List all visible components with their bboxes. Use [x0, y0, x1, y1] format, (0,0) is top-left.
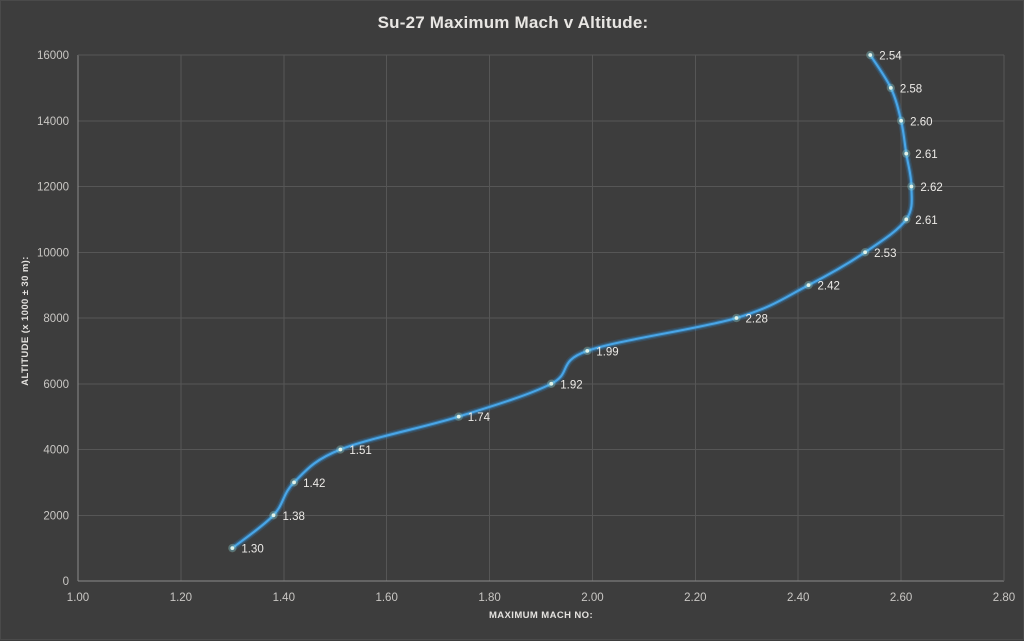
data-point-marker — [734, 316, 739, 320]
data-point-label: 2.58 — [900, 83, 922, 95]
x-tick-label: 1.80 — [478, 592, 500, 604]
data-point-marker — [230, 546, 235, 551]
y-tick-label: 10000 — [37, 247, 69, 259]
axis-lines — [77, 54, 1005, 582]
y-tick-label: 8000 — [43, 313, 69, 325]
data-point-marker — [904, 151, 909, 156]
data-point-label: 2.53 — [874, 248, 896, 260]
y-tick-label: 4000 — [43, 445, 69, 457]
data-point-label: 2.60 — [910, 116, 932, 128]
data-point-marker — [909, 184, 914, 189]
data-point-marker — [271, 513, 276, 518]
x-tick-label: 2.20 — [684, 592, 706, 604]
data-point-label: 1.42 — [303, 478, 325, 490]
data-point-label: 2.28 — [745, 314, 767, 326]
data-series — [228, 51, 916, 552]
data-point-label: 1.38 — [282, 511, 304, 523]
x-tick-label: 2.40 — [787, 592, 809, 604]
y-tick-label: 14000 — [37, 116, 69, 128]
data-point-label: 2.62 — [920, 182, 942, 194]
data-point-marker — [899, 118, 904, 123]
data-point-marker — [806, 283, 811, 288]
y-tick-label: 16000 — [37, 50, 69, 62]
data-point-label: 1.51 — [349, 445, 371, 457]
data-point-marker — [549, 381, 554, 386]
y-axis-title: ALTITUDE (x 1000 ± 30 m): — [20, 256, 31, 386]
data-point-marker — [456, 414, 461, 419]
data-point-marker — [888, 85, 893, 90]
y-axis-tick-labels: 0 2000 4000 6000 8000 10000 12000 14000 16000 — [37, 50, 69, 588]
chart-title: Su-27 Maximum Mach v Altitude: — [377, 13, 649, 32]
x-tick-label: 2.00 — [581, 592, 603, 604]
horizontal-gridlines — [78, 54, 1004, 516]
x-axis-title: MAXIMUM MACH NO: — [489, 610, 593, 621]
x-tick-label: 1.00 — [67, 592, 89, 604]
x-axis-tick-labels: 1.00 1.20 1.40 1.60 1.80 2.00 2.20 2.40 2.60 2.80 — [67, 592, 1015, 604]
data-point-label: 1.30 — [241, 544, 263, 556]
y-tick-label: 6000 — [43, 379, 69, 391]
data-point-label: 1.99 — [596, 346, 618, 358]
data-point-label: 2.61 — [915, 215, 937, 227]
x-tick-label: 2.60 — [890, 592, 912, 604]
data-point-marker — [292, 480, 296, 485]
data-point-label: 2.54 — [879, 51, 902, 63]
y-tick-label: 2000 — [43, 510, 69, 522]
x-tick-label: 1.20 — [170, 592, 192, 604]
data-point-labels: 1.30 1.38 1.42 1.51 1.74 1.92 1.99 2.28 2.42 2.53… — [241, 51, 942, 556]
x-tick-label: 1.60 — [375, 592, 397, 604]
data-point-label: 2.42 — [818, 281, 840, 293]
data-point-marker — [338, 447, 343, 452]
data-point-markers — [228, 50, 916, 553]
data-point-marker — [863, 250, 867, 255]
x-tick-label: 2.80 — [993, 592, 1015, 604]
data-point-label: 1.74 — [468, 412, 491, 424]
x-tick-label: 1.40 — [273, 592, 295, 604]
data-point-marker — [868, 53, 873, 57]
y-tick-label: 0 — [63, 576, 69, 588]
data-point-marker — [904, 217, 909, 222]
data-point-label: 1.92 — [560, 379, 582, 391]
data-point-marker — [585, 348, 590, 353]
data-point-label: 2.61 — [915, 149, 937, 161]
y-tick-label: 12000 — [37, 182, 69, 194]
series-line — [231, 53, 913, 550]
